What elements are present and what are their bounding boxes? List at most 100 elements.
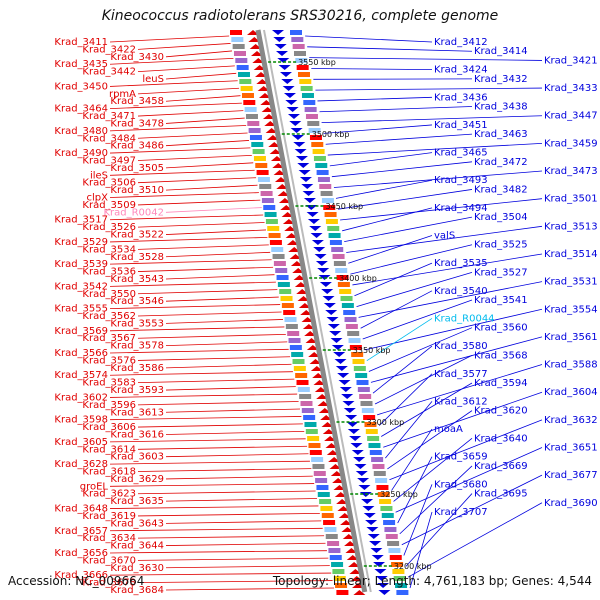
right-gene-arrow — [342, 401, 355, 406]
leader-line — [137, 490, 316, 495]
right-feature-block — [351, 352, 364, 357]
leader-line — [325, 133, 473, 145]
leader-line — [362, 299, 473, 340]
leader-line — [109, 35, 230, 43]
left-gene-arrow — [301, 317, 314, 322]
left-feature-block — [305, 429, 318, 434]
gene-label: Krad_3553 — [110, 318, 164, 329]
left-feature-block — [240, 86, 253, 91]
leader-line — [335, 179, 433, 199]
right-feature-block — [379, 499, 392, 504]
leader-line — [401, 474, 543, 546]
left-gene-arrow — [253, 65, 266, 70]
leader-line — [317, 96, 433, 102]
right-feature-block — [345, 324, 358, 329]
scale-tick-label: 3400 kbp — [339, 274, 377, 283]
right-gene-arrow — [317, 268, 330, 273]
left-gene-arrow — [340, 520, 353, 525]
left-gene-arrow — [262, 114, 275, 119]
leader-line — [137, 43, 231, 50]
right-gene-arrow — [299, 177, 312, 182]
gene-label: Krad_3529 — [54, 237, 108, 248]
gene-label: Krad_3666 — [54, 570, 108, 581]
gene-label: Krad_3604 — [544, 387, 598, 398]
leader-line — [395, 447, 543, 513]
left-gene-arrow — [270, 156, 283, 161]
right-feature-block — [348, 338, 361, 343]
left-gene-arrow — [258, 93, 271, 98]
right-gene-arrow — [327, 324, 340, 329]
right-gene-arrow — [293, 142, 306, 147]
left-feature-block — [260, 191, 273, 196]
gene-label: Krad_3634 — [82, 533, 136, 544]
right-feature-block — [299, 79, 312, 84]
gene-label: Krad_3463 — [474, 129, 528, 140]
leader-line — [346, 225, 543, 253]
right-feature-block — [332, 254, 345, 259]
right-gene-arrow — [309, 226, 322, 231]
right-feature-block — [352, 359, 365, 364]
gene-label: Krad_3414 — [474, 46, 528, 57]
gene-label: Krad_3424 — [434, 65, 488, 76]
right-gene-arrow — [321, 289, 334, 294]
gene-label: Krad_3432 — [474, 74, 528, 85]
right-gene-arrow — [374, 569, 387, 574]
left-gene-arrow — [330, 471, 343, 476]
left-feature-block — [248, 128, 261, 133]
left-feature-block — [276, 275, 289, 280]
left-feature-block — [324, 527, 337, 532]
leader-line — [407, 502, 543, 578]
right-gene-arrow — [297, 163, 310, 168]
gene-label: Krad_3613 — [110, 407, 164, 418]
left-gene-arrow — [306, 345, 319, 350]
left-feature-block — [253, 156, 266, 161]
right-feature-block — [327, 226, 340, 231]
leader-line — [109, 348, 289, 354]
leader-line — [137, 401, 299, 406]
left-gene-arrow — [281, 212, 294, 217]
left-gene-arrow — [318, 408, 331, 413]
left-gene-arrow — [290, 261, 303, 266]
left-feature-block — [319, 499, 332, 504]
left-gene-arrow — [284, 226, 297, 231]
right-gene-arrow — [333, 352, 346, 357]
right-feature-block — [344, 317, 357, 322]
leader-line — [399, 465, 473, 535]
gene-label: Krad_3513 — [544, 221, 598, 232]
right-gene-arrow — [277, 58, 290, 63]
left-feature-block — [277, 282, 290, 287]
leader-line — [109, 80, 238, 87]
left-gene-arrow — [276, 184, 289, 189]
right-gene-arrow — [346, 422, 359, 427]
left-gene-arrow — [309, 359, 322, 364]
gene-label: Krad_3632 — [544, 415, 598, 426]
leader-line — [350, 244, 473, 275]
gene-label: Krad_3490 — [54, 148, 108, 159]
right-feature-block — [389, 555, 402, 560]
right-feature-block — [336, 275, 349, 280]
right-gene-arrow — [361, 499, 374, 504]
gene-label: leuS — [142, 74, 164, 85]
left-feature-block — [329, 555, 342, 560]
gene-label: Krad_3543 — [110, 274, 164, 285]
topology-summary: Topology: linear; Length: 4,761,183 bp; … — [272, 574, 592, 588]
leader-line — [165, 319, 284, 324]
leader-line — [137, 154, 252, 161]
leader-line — [387, 410, 473, 470]
leader-line — [391, 428, 433, 491]
gene-label: Krad_3478 — [110, 118, 164, 129]
leader-line — [358, 281, 543, 318]
gene-label: Krad_3494 — [434, 203, 488, 214]
left-gene-arrow — [266, 135, 279, 140]
leader-line — [137, 266, 274, 272]
right-feature-block — [395, 583, 408, 588]
leader-line — [165, 542, 326, 546]
left-feature-block — [325, 534, 338, 539]
leader-line — [109, 550, 327, 554]
right-feature-block — [388, 548, 401, 553]
gene-label: Krad_3574 — [54, 370, 108, 381]
leader-line — [165, 498, 318, 502]
right-gene-arrow — [281, 79, 294, 84]
